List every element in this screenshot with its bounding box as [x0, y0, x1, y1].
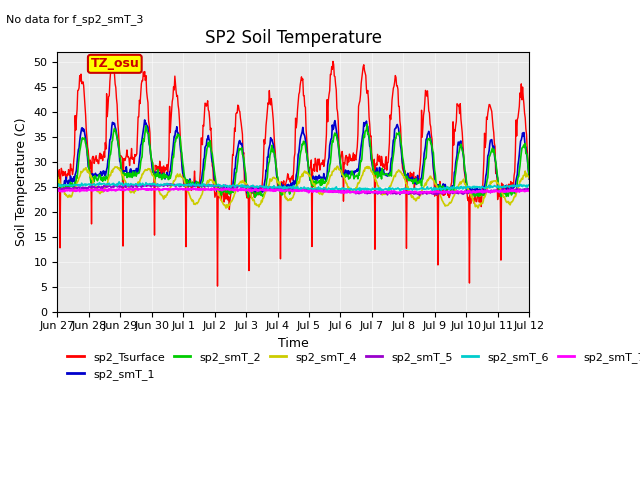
sp2_smT_2: [364, 121, 371, 127]
sp2_smT_4: [111, 165, 118, 170]
sp2_smT_4: [159, 193, 166, 199]
sp2_smT_4: [54, 175, 61, 181]
Line: sp2_smT_2: sp2_smT_2: [58, 124, 529, 197]
sp2_smT_5: [184, 182, 192, 188]
sp2_smT_7: [172, 185, 180, 191]
sp2_smT_2: [365, 133, 373, 139]
Line: sp2_smT_1: sp2_smT_1: [58, 120, 529, 194]
sp2_Tsurface: [62, 177, 70, 183]
Line: sp2_smT_6: sp2_smT_6: [58, 182, 529, 191]
Title: SP2 Soil Temperature: SP2 Soil Temperature: [205, 29, 382, 48]
sp2_smT_4: [365, 164, 373, 170]
sp2_Tsurface: [365, 114, 373, 120]
sp2_smT_4: [62, 192, 70, 198]
Text: No data for f_sp2_smT_3: No data for f_sp2_smT_3: [6, 14, 144, 25]
sp2_smT_7: [525, 187, 533, 193]
sp2_smT_5: [111, 182, 118, 188]
sp2_smT_1: [351, 168, 358, 174]
sp2_smT_2: [111, 126, 118, 132]
sp2_smT_2: [159, 172, 166, 178]
sp2_smT_1: [468, 192, 476, 197]
sp2_smT_5: [159, 182, 166, 188]
sp2_smT_7: [365, 189, 372, 194]
sp2_smT_6: [54, 184, 61, 190]
sp2_smT_7: [184, 185, 192, 191]
sp2_smT_2: [251, 194, 259, 200]
sp2_smT_2: [62, 183, 70, 189]
sp2_smT_1: [62, 174, 70, 180]
sp2_smT_5: [416, 192, 424, 198]
sp2_Tsurface: [111, 72, 118, 77]
sp2_smT_2: [54, 172, 61, 178]
sp2_Tsurface: [525, 174, 533, 180]
sp2_smT_5: [525, 186, 533, 192]
sp2_smT_7: [54, 187, 61, 192]
sp2_smT_6: [184, 181, 192, 187]
sp2_smT_6: [115, 179, 123, 185]
sp2_smT_6: [351, 186, 358, 192]
sp2_smT_4: [222, 205, 230, 211]
sp2_smT_6: [62, 182, 70, 188]
sp2_smT_2: [351, 173, 358, 179]
Text: TZ_osu: TZ_osu: [90, 57, 139, 71]
sp2_smT_4: [525, 175, 533, 181]
Line: sp2_smT_5: sp2_smT_5: [58, 184, 529, 195]
sp2_smT_7: [351, 190, 358, 195]
Y-axis label: Soil Temperature (C): Soil Temperature (C): [15, 118, 28, 246]
sp2_smT_1: [159, 170, 167, 176]
Legend: sp2_Tsurface, sp2_smT_1, sp2_smT_2, sp2_smT_4, sp2_smT_5, sp2_smT_6, sp2_smT_7: sp2_Tsurface, sp2_smT_1, sp2_smT_2, sp2_…: [63, 348, 640, 384]
sp2_smT_6: [111, 181, 118, 187]
sp2_smT_1: [141, 117, 148, 123]
sp2_smT_1: [111, 120, 118, 126]
sp2_smT_7: [62, 187, 70, 193]
sp2_smT_5: [351, 190, 358, 195]
sp2_smT_5: [62, 184, 70, 190]
sp2_smT_5: [365, 190, 372, 196]
sp2_Tsurface: [329, 59, 337, 64]
Line: sp2_smT_4: sp2_smT_4: [58, 166, 529, 208]
sp2_smT_1: [184, 178, 192, 183]
sp2_smT_5: [167, 181, 175, 187]
Line: sp2_smT_7: sp2_smT_7: [58, 188, 529, 193]
Line: sp2_Tsurface: sp2_Tsurface: [58, 61, 529, 286]
sp2_smT_1: [54, 175, 61, 181]
sp2_Tsurface: [54, 172, 61, 178]
sp2_smT_2: [184, 177, 191, 183]
sp2_smT_6: [525, 182, 533, 188]
sp2_smT_6: [397, 188, 404, 194]
sp2_smT_4: [184, 187, 191, 193]
sp2_smT_4: [351, 187, 359, 192]
X-axis label: Time: Time: [278, 337, 308, 350]
sp2_smT_7: [387, 191, 394, 196]
sp2_Tsurface: [159, 171, 166, 177]
sp2_smT_5: [54, 187, 61, 192]
sp2_smT_1: [365, 132, 372, 137]
sp2_smT_1: [525, 176, 533, 182]
sp2_smT_6: [159, 182, 167, 188]
sp2_smT_7: [111, 187, 118, 193]
sp2_smT_6: [365, 186, 372, 192]
sp2_Tsurface: [184, 180, 191, 186]
sp2_Tsurface: [351, 156, 359, 162]
sp2_Tsurface: [214, 283, 221, 289]
sp2_smT_7: [159, 187, 166, 193]
sp2_smT_2: [525, 172, 533, 178]
sp2_smT_4: [333, 163, 341, 169]
